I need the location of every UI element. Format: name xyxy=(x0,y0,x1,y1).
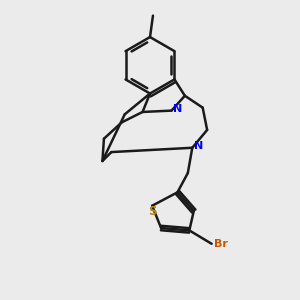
Text: S: S xyxy=(148,205,156,218)
Text: N: N xyxy=(194,141,203,151)
Text: N: N xyxy=(173,104,183,114)
Text: Br: Br xyxy=(214,239,227,249)
